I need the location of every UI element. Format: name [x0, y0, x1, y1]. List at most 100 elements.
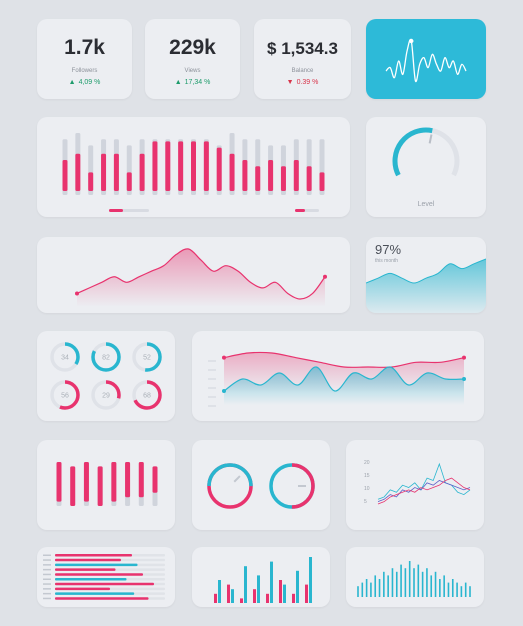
series-line	[377, 477, 471, 505]
bar	[231, 589, 234, 603]
bar	[229, 153, 235, 191]
bar-label-stub	[43, 583, 51, 585]
pink-wave-card	[37, 237, 350, 313]
bar	[97, 466, 103, 506]
bar	[370, 582, 372, 597]
bar	[75, 153, 81, 191]
bar-label-stub	[43, 573, 51, 576]
gauge-needle	[428, 134, 433, 144]
bar	[387, 575, 389, 597]
ring-value: 56	[61, 393, 69, 400]
bar	[214, 593, 217, 603]
bar	[469, 586, 471, 597]
bar	[451, 579, 454, 597]
bar	[460, 586, 463, 597]
bar	[404, 568, 407, 597]
endpoint-dot	[222, 355, 226, 360]
bar	[70, 466, 76, 506]
bar	[55, 597, 149, 600]
arrow-up-icon: ▲	[68, 79, 76, 86]
bar	[306, 166, 312, 191]
bar	[434, 571, 437, 597]
bar	[216, 147, 222, 191]
bar	[62, 160, 68, 191]
end-dot	[323, 274, 327, 279]
bar	[55, 578, 127, 581]
pulse-line-chart	[385, 38, 467, 83]
ring-value: 68	[143, 393, 151, 400]
bar	[443, 575, 445, 597]
bar-label-stub	[43, 564, 51, 566]
bar-label-stub	[43, 588, 51, 590]
bar-label-stub	[43, 578, 51, 580]
bar	[464, 582, 467, 597]
bar	[55, 592, 135, 595]
arrow-up-icon: ▲	[174, 79, 182, 86]
gauge-needle	[233, 475, 241, 483]
stat-label: Balance	[291, 68, 314, 74]
ring-value: 82	[102, 355, 110, 362]
dual-wave-chart	[208, 351, 466, 407]
bar	[178, 141, 184, 191]
bar	[383, 571, 385, 597]
bar	[55, 587, 110, 591]
scroll-thumb-left	[109, 209, 123, 212]
bar	[55, 573, 143, 576]
bar	[270, 561, 273, 603]
bar	[113, 153, 119, 191]
rings-card: 34 82 52 56 29 68	[37, 331, 175, 421]
ring-gauges: 34 82 52 56 29 68	[50, 342, 162, 410]
area-fill	[366, 259, 486, 313]
bar-label-stub	[43, 554, 51, 556]
bar	[125, 462, 131, 498]
gauge-ring-fill	[269, 463, 315, 509]
multi-line-chart: 20 15 10 5	[364, 460, 471, 505]
bar	[165, 141, 171, 191]
multi-line-card: 20 15 10 5	[346, 440, 484, 530]
bar	[111, 462, 117, 502]
ring-fill	[50, 342, 80, 372]
cyan-line	[223, 366, 465, 392]
stat-value: $ 1,534.3	[267, 39, 338, 58]
bar	[365, 579, 368, 597]
hbars-card	[37, 547, 175, 607]
bar	[139, 153, 145, 191]
bar-label-stub	[43, 559, 51, 561]
area-fill	[77, 248, 325, 307]
ring-value: 29	[102, 393, 110, 400]
y-tick-label: 20	[364, 460, 370, 466]
bar	[152, 466, 158, 493]
gauge-pair	[207, 463, 315, 509]
gauge-pair-card	[192, 440, 330, 530]
stat-card-views: 229k Views ▲ 17,34 %	[145, 19, 240, 99]
bar	[55, 582, 154, 586]
bar-label-stub	[43, 597, 51, 600]
y-tick-label: 15	[364, 473, 370, 479]
col-bars-card	[192, 547, 330, 607]
bar	[83, 462, 89, 502]
bar	[218, 580, 221, 603]
pink-wave-chart	[75, 248, 327, 307]
cyan-area-chart	[366, 258, 486, 313]
endpoint-dot	[222, 389, 226, 393]
gauge-fill	[392, 127, 433, 177]
bar	[242, 160, 248, 191]
pink-line	[223, 351, 465, 368]
y-tick-label: 10	[364, 486, 370, 492]
spike-bar-chart	[357, 561, 471, 597]
stat-change: ▲ 4,09 %	[68, 79, 101, 86]
bar	[421, 571, 424, 597]
ring-fill	[132, 380, 162, 410]
main-bar-chart-card	[37, 117, 350, 217]
bar	[88, 172, 94, 191]
wave-line	[76, 248, 326, 300]
bar	[240, 598, 243, 603]
stat-label: Views	[184, 68, 201, 74]
pulse-peak-dot	[409, 38, 414, 44]
ring-fill	[132, 342, 162, 372]
stat-card-balance: $ 1,534.3 Balance ▼ 0.39 %	[254, 19, 351, 99]
bar	[374, 575, 377, 597]
bar	[244, 566, 247, 603]
ring-fill	[91, 380, 121, 410]
bar	[227, 584, 230, 603]
